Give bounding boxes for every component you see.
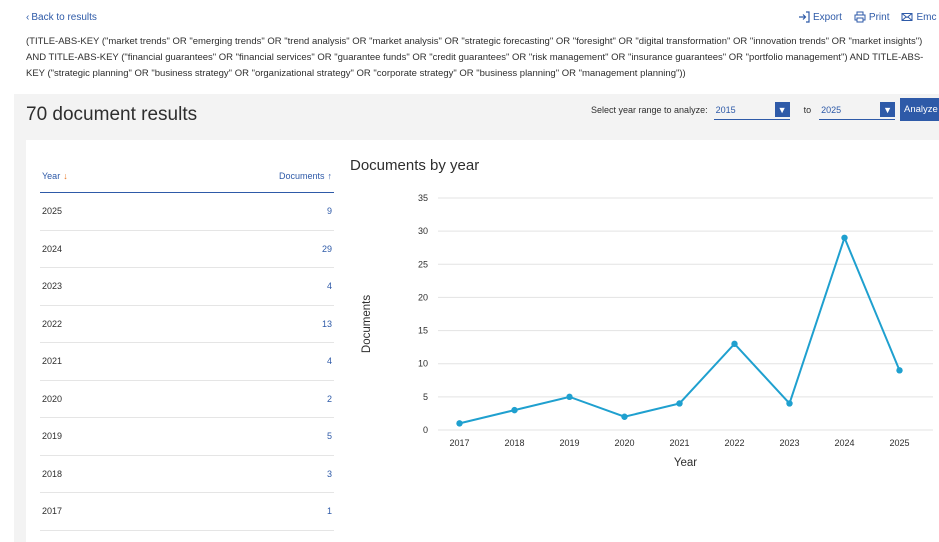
y-tick-label: 5 xyxy=(423,392,428,402)
chevron-down-icon: ▼ xyxy=(774,102,790,117)
print-label: Print xyxy=(868,11,890,23)
back-link-label: Back to results xyxy=(31,12,97,23)
data-point xyxy=(841,234,848,241)
table-row: 2017 1 xyxy=(40,493,334,531)
row-document-count-link[interactable]: 13 xyxy=(321,318,332,329)
chevron-left-icon: ‹ xyxy=(26,11,30,23)
export-label: Export xyxy=(813,11,842,23)
year-range-selector: Select year range to analyze: 2015 ▼ to … xyxy=(591,100,899,120)
y-tick-label: 10 xyxy=(418,359,428,369)
row-year: 2017 xyxy=(42,506,63,517)
data-point xyxy=(456,420,463,427)
row-document-count-link[interactable]: 29 xyxy=(321,243,332,254)
y-axis-label: Documents xyxy=(361,295,373,353)
email-button[interactable]: Emc xyxy=(901,11,936,23)
x-tick-label: 2017 xyxy=(449,438,469,448)
row-year: 2024 xyxy=(42,243,63,254)
data-point xyxy=(566,393,573,401)
y-tick-label: 35 xyxy=(418,193,428,203)
export-icon xyxy=(799,11,810,23)
export-button[interactable]: Export xyxy=(798,11,842,23)
year-from-value: 2015 xyxy=(715,104,736,115)
x-tick-label: 2023 xyxy=(779,438,799,448)
analyze-button[interactable]: Analyze xyxy=(900,98,939,121)
row-document-count-link[interactable]: 5 xyxy=(326,431,332,442)
row-document-count-link[interactable]: 3 xyxy=(326,468,332,479)
email-label: Emc xyxy=(916,11,937,23)
back-to-results-link[interactable]: ‹ Back to results xyxy=(26,12,97,23)
printer-icon xyxy=(854,11,866,23)
row-document-count-link[interactable]: 4 xyxy=(326,281,332,292)
table-row: 2024 29 xyxy=(40,231,334,268)
results-section: 70 document results Select year range to… xyxy=(14,94,939,542)
data-point xyxy=(786,400,793,407)
y-tick-label: 30 xyxy=(418,226,428,236)
documents-by-year-table: Year ↓ Documents ↑ 2025 9 2024 29 2023 4 20… xyxy=(40,160,334,531)
sort-descending-icon: ↓ xyxy=(63,171,68,181)
row-document-count-link[interactable]: 1 xyxy=(326,506,332,517)
table-row: 2021 4 xyxy=(40,343,334,381)
table-row: 2018 3 xyxy=(40,456,334,493)
x-tick-label: 2025 xyxy=(889,438,909,448)
row-document-count-link[interactable]: 4 xyxy=(326,356,332,367)
table-row: 2022 13 xyxy=(40,306,334,343)
table-header: Year ↓ Documents ↑ xyxy=(40,160,334,193)
search-query-text: (TITLE-ABS-KEY ("market trends" OR "emer… xyxy=(26,36,924,79)
analysis-panel: Year ↓ Documents ↑ 2025 9 2024 29 2023 4 20… xyxy=(26,140,939,542)
table-row: 2025 9 xyxy=(40,193,334,231)
chevron-down-icon: ▼ xyxy=(880,102,896,117)
row-year: 2023 xyxy=(42,281,63,292)
y-tick-label: 15 xyxy=(418,326,428,336)
x-axis-label: Year xyxy=(674,457,697,469)
x-tick-label: 2020 xyxy=(614,438,634,448)
x-tick-label: 2024 xyxy=(834,438,854,448)
top-bar: ‹ Back to results Export Print Emc xyxy=(0,0,939,30)
page-actions: Export Print Emc xyxy=(798,11,936,23)
data-point xyxy=(896,367,903,374)
data-point xyxy=(731,340,738,348)
x-tick-label: 2019 xyxy=(559,438,579,448)
x-tick-label: 2022 xyxy=(724,438,744,448)
chart-title: Documents by year xyxy=(350,157,479,174)
y-tick-label: 25 xyxy=(418,259,428,269)
table-row: 2023 4 xyxy=(40,268,334,306)
print-button[interactable]: Print xyxy=(854,11,890,23)
documents-column-header[interactable]: Documents ↑ xyxy=(279,171,332,181)
year-to-select[interactable]: 2025 ▼ xyxy=(819,100,896,120)
results-count-title: 70 document results xyxy=(26,104,198,125)
year-range-label: Select year range to analyze: xyxy=(591,105,708,115)
row-year: 2019 xyxy=(42,431,63,442)
data-point xyxy=(621,413,628,420)
x-tick-label: 2021 xyxy=(669,438,689,448)
row-document-count-link[interactable]: 9 xyxy=(326,206,332,217)
year-column-label: Year xyxy=(42,171,61,181)
sort-ascending-icon: ↑ xyxy=(327,171,333,181)
row-year: 2021 xyxy=(42,356,63,367)
documents-column-label: Documents xyxy=(278,171,325,181)
year-range-to-label: to xyxy=(803,105,812,115)
email-icon xyxy=(901,13,913,21)
x-tick-label: 2018 xyxy=(504,438,524,448)
y-tick-label: 0 xyxy=(423,425,428,435)
table-row: 2019 5 xyxy=(40,418,334,456)
row-year: 2020 xyxy=(42,393,63,404)
year-to-value: 2025 xyxy=(821,104,842,115)
row-year: 2022 xyxy=(42,318,63,329)
year-from-select[interactable]: 2015 ▼ xyxy=(713,100,790,120)
row-year: 2018 xyxy=(42,468,63,479)
year-column-header[interactable]: Year ↓ xyxy=(42,171,68,181)
data-point xyxy=(511,406,518,414)
row-year: 2025 xyxy=(42,206,63,217)
data-point xyxy=(676,400,683,407)
table-row: 2020 2 xyxy=(40,381,334,418)
row-document-count-link[interactable]: 2 xyxy=(326,393,332,404)
y-tick-label: 20 xyxy=(418,292,428,302)
